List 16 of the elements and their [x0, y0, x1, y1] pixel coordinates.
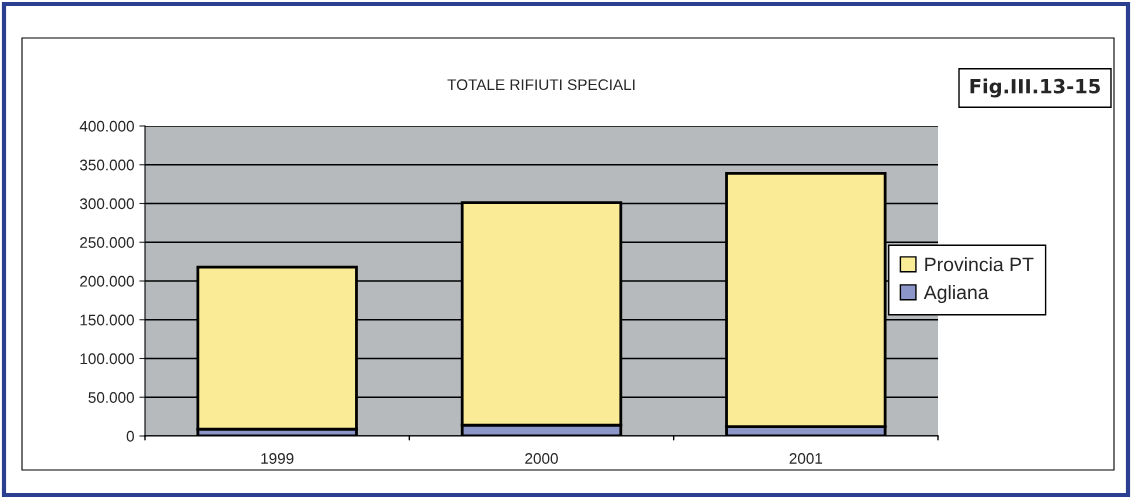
y-tick-label: 50.000 — [88, 392, 134, 403]
chart-title: TOTALE RIFIUTI SPECIALI — [447, 79, 635, 91]
legend-label: Agliana — [923, 284, 989, 304]
y-tick-label: 0 — [126, 430, 134, 442]
y-tick-label: 350.000 — [79, 159, 134, 171]
y-tick-label: 150.000 — [80, 314, 134, 326]
y-tick-label: 400.000 — [79, 120, 134, 132]
legend-label: Provincia PT — [925, 257, 1034, 272]
x-tick-label: 2001 — [789, 453, 823, 464]
y-tick-label: 200.000 — [80, 275, 134, 287]
y-tick-label: 100.000 — [80, 353, 134, 365]
y-tick-label: 250.000 — [80, 237, 134, 248]
text: Fig.III.13-15 — [970, 78, 1100, 98]
x-tick-label: 2000 — [525, 453, 558, 464]
x-tick-label: 1999 — [261, 453, 294, 464]
y-tick-label: 300.000 — [79, 198, 134, 210]
